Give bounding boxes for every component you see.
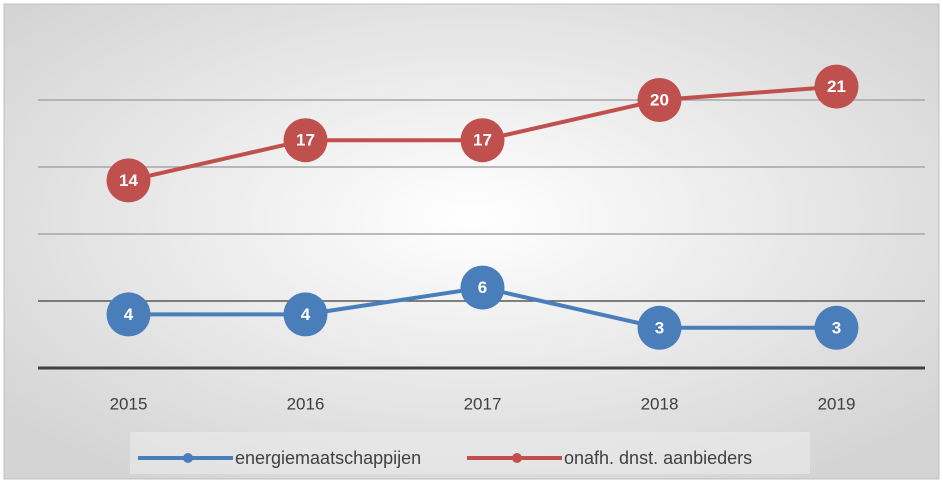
- legend-box: [130, 432, 810, 474]
- x-tick-label: 2019: [818, 394, 856, 413]
- data-label: 6: [478, 278, 487, 297]
- x-tick-label: 2016: [287, 394, 325, 413]
- legend-marker: [512, 453, 522, 463]
- data-label: 4: [124, 305, 134, 324]
- legend-label: energiemaatschappijen: [235, 448, 421, 468]
- marker: [460, 118, 505, 163]
- marker: [814, 305, 859, 350]
- data-label: 3: [655, 318, 664, 337]
- data-label: 14: [119, 171, 138, 190]
- x-tick-label: 2015: [110, 394, 148, 413]
- marker: [460, 265, 505, 310]
- marker: [106, 158, 151, 203]
- legend-marker: [183, 453, 193, 463]
- x-tick-label: 2018: [641, 394, 679, 413]
- data-label: 4: [301, 305, 311, 324]
- marker: [283, 118, 328, 163]
- marker: [814, 64, 859, 109]
- x-tick-label: 2017: [464, 394, 502, 413]
- data-label: 17: [473, 131, 492, 150]
- marker: [637, 305, 682, 350]
- legend-label: onafh. dnst. aanbieders: [564, 448, 752, 468]
- data-label: 3: [832, 318, 841, 337]
- data-label: 17: [296, 131, 315, 150]
- marker: [283, 292, 328, 337]
- marker: [106, 292, 151, 337]
- data-label: 21: [827, 77, 846, 96]
- chart-background: [3, 3, 940, 480]
- data-label: 20: [650, 90, 669, 109]
- marker: [637, 78, 682, 122]
